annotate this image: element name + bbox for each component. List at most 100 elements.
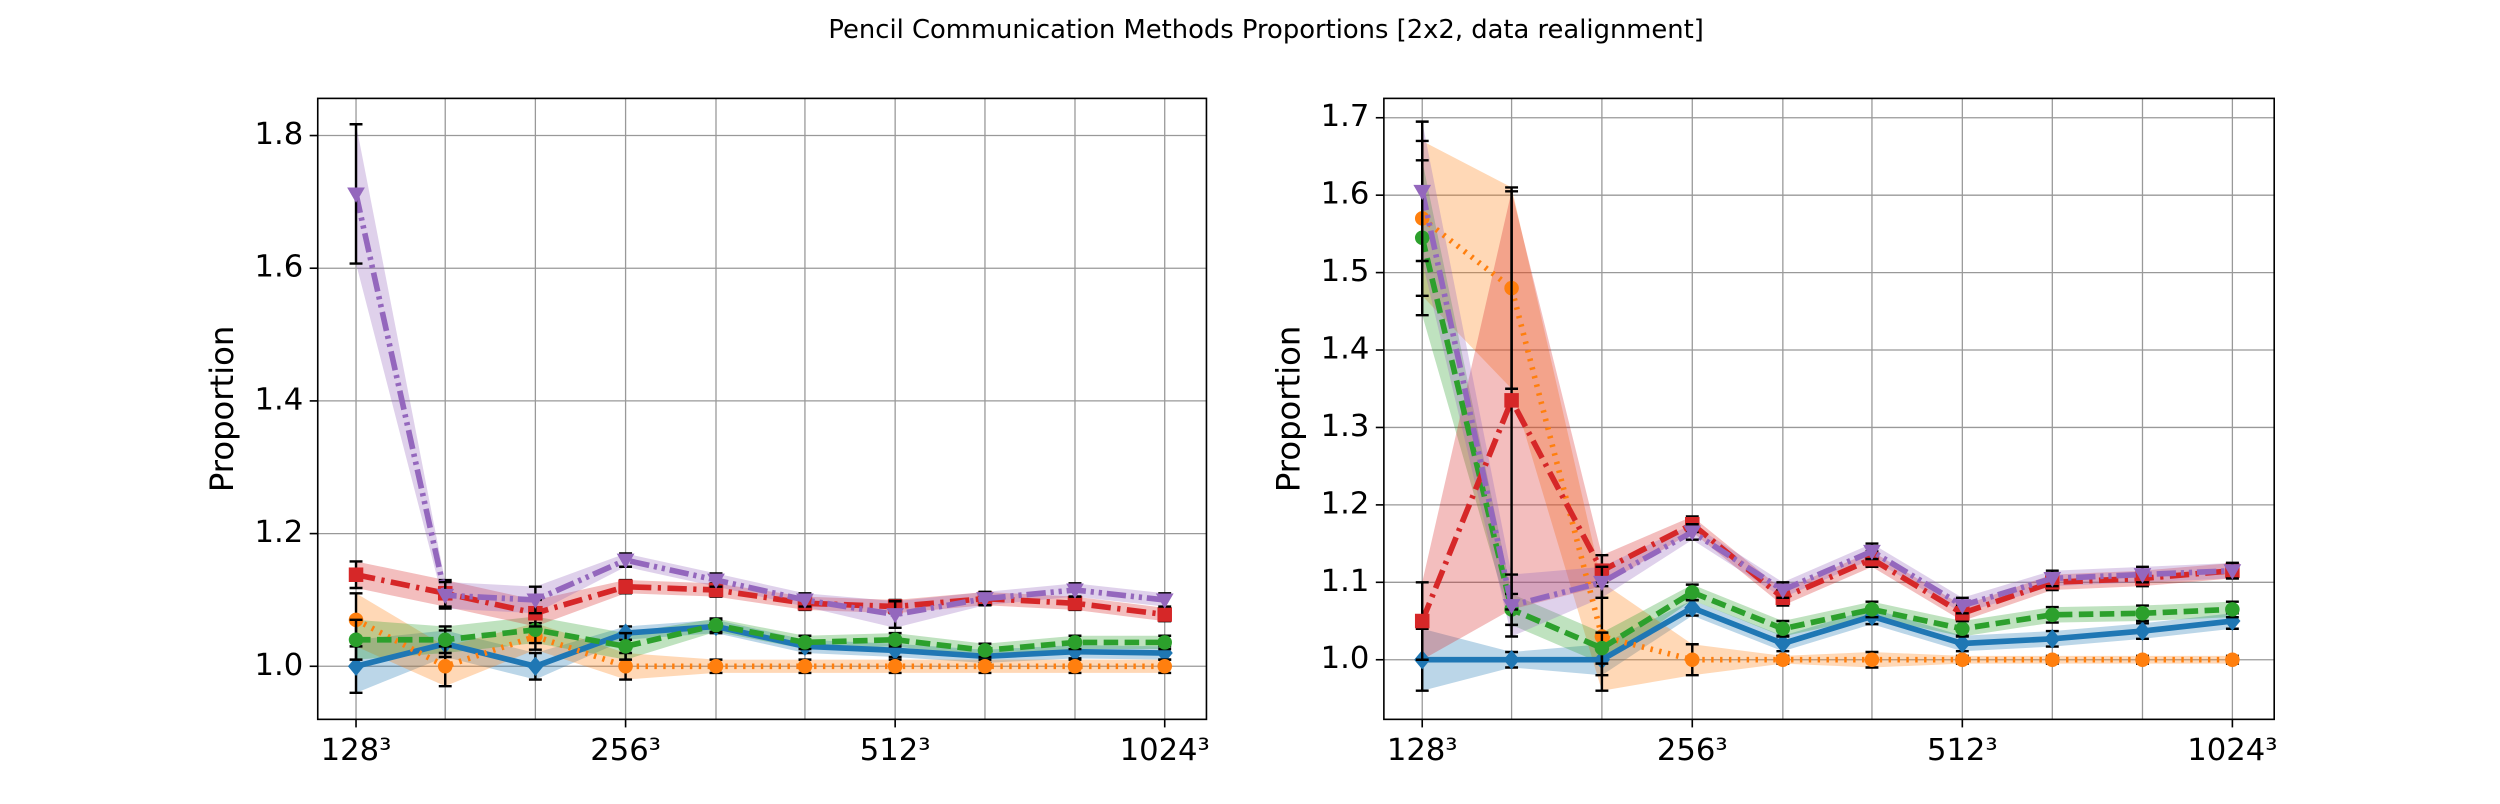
plot-area xyxy=(347,123,1174,695)
marker xyxy=(2043,571,2062,588)
error-band xyxy=(1422,140,2233,691)
marker xyxy=(618,579,633,594)
y-tick-label: 1.6 xyxy=(1321,177,1370,212)
marker xyxy=(618,639,633,654)
series-line xyxy=(356,622,1165,654)
marker xyxy=(796,593,814,609)
marker xyxy=(1413,184,1432,201)
marker xyxy=(1066,583,1084,599)
x-tick-label: 256³ xyxy=(590,733,661,768)
plot-area xyxy=(1413,120,2242,692)
marker xyxy=(348,632,364,648)
marker xyxy=(1864,602,1880,617)
marker xyxy=(1685,585,1700,600)
marker xyxy=(1954,633,1971,654)
marker xyxy=(1775,621,1791,637)
y-axis-label: Proportion xyxy=(1269,326,1307,492)
marker xyxy=(976,592,994,608)
marker xyxy=(1157,659,1172,674)
error-band xyxy=(356,593,1165,687)
marker xyxy=(348,567,364,582)
x-tick-label: 256³ xyxy=(1657,733,1728,768)
series-line xyxy=(355,571,1166,618)
y-tick-label: 1.2 xyxy=(1321,486,1370,521)
x-tick-label: 512³ xyxy=(1927,733,1998,768)
marker xyxy=(1067,659,1083,674)
marker xyxy=(1863,544,1881,561)
axes-frame xyxy=(316,97,1208,721)
marker xyxy=(2225,602,2240,617)
marker xyxy=(526,593,545,609)
marker xyxy=(977,659,993,674)
marker xyxy=(797,635,813,650)
marker xyxy=(797,659,813,674)
series-line xyxy=(1419,237,2233,652)
x-tick-label: 1024³ xyxy=(1120,733,1210,768)
y-tick-label: 1.0 xyxy=(255,648,304,683)
marker xyxy=(347,656,365,676)
series-line xyxy=(1420,216,2233,663)
marker xyxy=(1157,635,1172,650)
marker xyxy=(618,659,633,674)
marker xyxy=(2135,606,2150,621)
marker xyxy=(1502,599,1521,615)
y-tick-label: 1.7 xyxy=(1321,99,1370,134)
marker xyxy=(616,553,635,570)
figure-title: Pencil Communication Methods Proportions… xyxy=(828,15,1703,45)
marker xyxy=(2225,652,2240,667)
marker xyxy=(1504,393,1519,408)
y-tick-label: 1.4 xyxy=(255,382,304,417)
marker xyxy=(1067,595,1083,611)
y-tick-label: 1.8 xyxy=(255,117,304,152)
marker xyxy=(1774,633,1791,654)
marker xyxy=(1414,613,1430,629)
marker xyxy=(2134,621,2151,641)
marker xyxy=(1775,652,1791,667)
marker xyxy=(977,643,993,658)
marker xyxy=(1157,607,1172,622)
marker xyxy=(1864,652,1880,667)
marker xyxy=(1685,652,1700,667)
marker xyxy=(2133,568,2152,584)
marker xyxy=(708,659,724,674)
error-band xyxy=(1422,191,2233,660)
marker xyxy=(887,659,903,674)
x-tick-label: 512³ xyxy=(860,733,931,768)
marker xyxy=(2223,564,2242,580)
error-band xyxy=(356,124,1165,628)
marker xyxy=(437,659,453,674)
marker xyxy=(2045,652,2060,667)
series-line xyxy=(1419,393,2233,623)
marker xyxy=(1683,525,1702,541)
y-tick-label: 1.2 xyxy=(255,515,304,550)
x-tick-label: 128³ xyxy=(321,733,392,768)
y-tick-label: 1.6 xyxy=(255,250,304,285)
y-tick-label: 1.4 xyxy=(1321,332,1370,367)
series-line xyxy=(1419,190,2233,610)
marker xyxy=(436,588,455,605)
marker xyxy=(708,617,724,633)
marker xyxy=(707,573,725,589)
series-line xyxy=(1422,604,2233,663)
marker xyxy=(1773,583,1792,599)
x-tick-label: 128³ xyxy=(1387,733,1458,768)
error-band xyxy=(356,561,1165,627)
marker xyxy=(1067,635,1083,650)
marker xyxy=(1594,640,1610,656)
marker xyxy=(886,608,905,624)
marker xyxy=(347,187,365,203)
marker xyxy=(2135,652,2150,667)
marker xyxy=(437,632,453,648)
marker xyxy=(2045,607,2060,623)
y-tick-label: 1.1 xyxy=(1321,564,1370,599)
y-tick-label: 1.3 xyxy=(1321,409,1370,444)
y-tick-label: 1.0 xyxy=(1321,641,1370,676)
marker xyxy=(1955,621,1970,637)
y-tick-label: 1.5 xyxy=(1321,254,1370,289)
marker xyxy=(1953,599,1972,615)
marker xyxy=(1955,652,1970,667)
x-tick-label: 1024³ xyxy=(2187,733,2277,768)
axes-frame xyxy=(1383,97,2275,721)
marker xyxy=(1593,575,1611,592)
